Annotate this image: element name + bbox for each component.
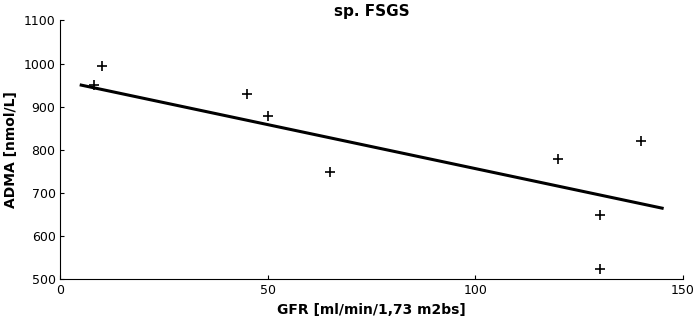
Point bbox=[262, 114, 273, 119]
Title: sp. FSGS: sp. FSGS bbox=[334, 4, 410, 19]
Point bbox=[96, 63, 108, 68]
X-axis label: GFR [ml/min/1,73 m2bs]: GFR [ml/min/1,73 m2bs] bbox=[278, 303, 466, 317]
Y-axis label: ADMA [nmol/L]: ADMA [nmol/L] bbox=[4, 91, 18, 208]
Point bbox=[636, 139, 647, 144]
Point bbox=[594, 212, 605, 217]
Point bbox=[88, 82, 99, 88]
Point bbox=[594, 266, 605, 271]
Point bbox=[553, 157, 564, 162]
Point bbox=[242, 91, 253, 96]
Point bbox=[324, 170, 336, 175]
